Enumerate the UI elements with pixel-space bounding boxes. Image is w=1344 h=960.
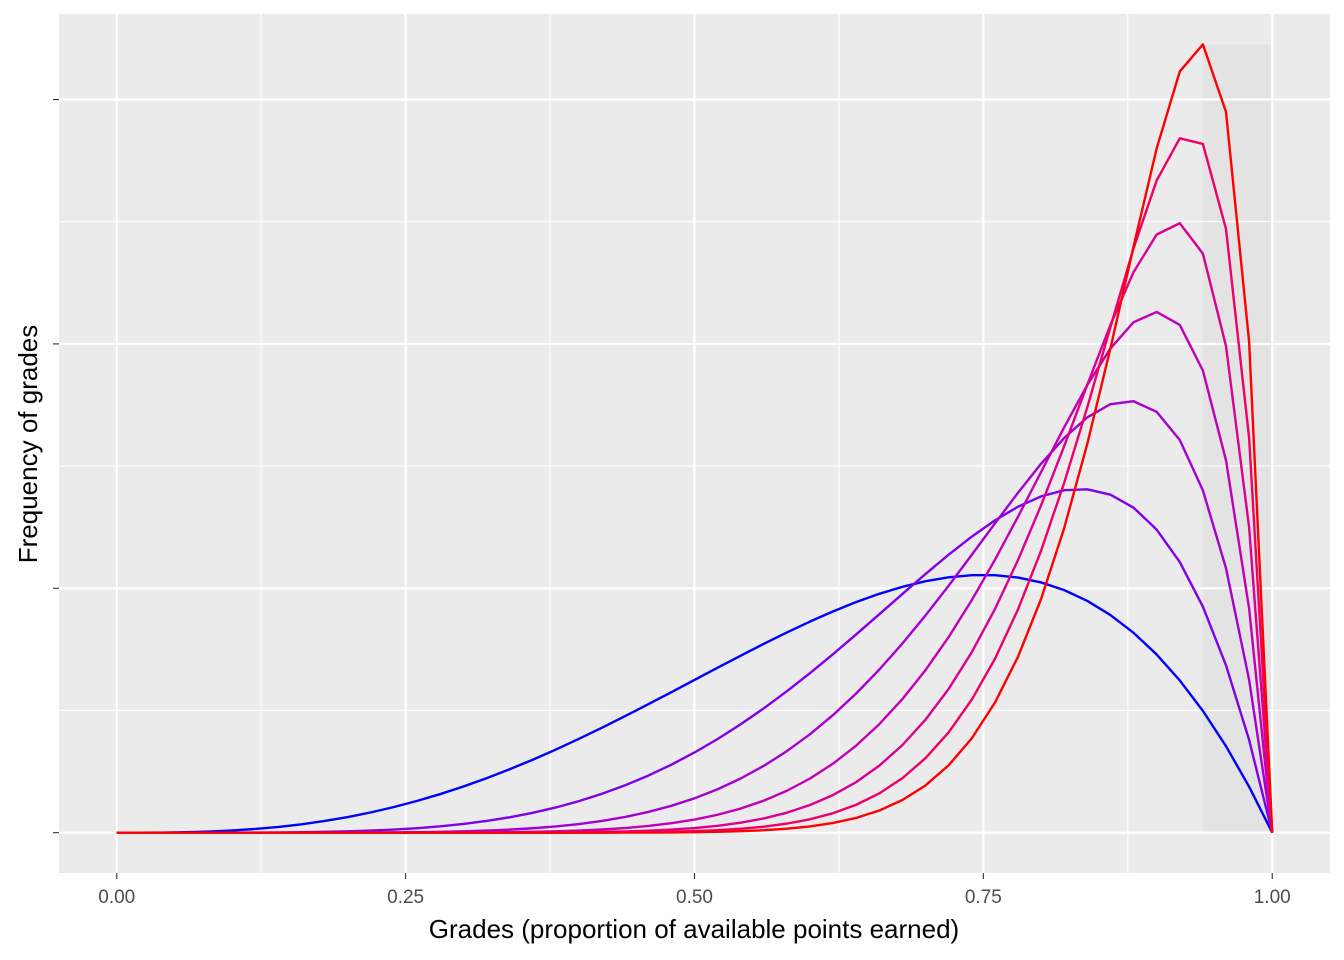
x-axis-ticks: 0.00 0.25 0.50 0.75 1.00 [53, 98, 1291, 908]
x-tick-label: 0.75 [965, 887, 1002, 908]
y-axis-title: Frequency of grades [13, 325, 43, 563]
series-line-7 [116, 43, 1274, 834]
x-axis-title: Grades (proportion of available points e… [429, 914, 959, 944]
series-line-1 [116, 574, 1274, 834]
x-tick-label: 0.50 [676, 887, 713, 908]
series-layer [116, 43, 1274, 834]
x-tick-label: 1.00 [1254, 887, 1291, 908]
x-tick-label: 0.25 [387, 887, 424, 908]
x-tick-label: 0.00 [98, 887, 135, 908]
